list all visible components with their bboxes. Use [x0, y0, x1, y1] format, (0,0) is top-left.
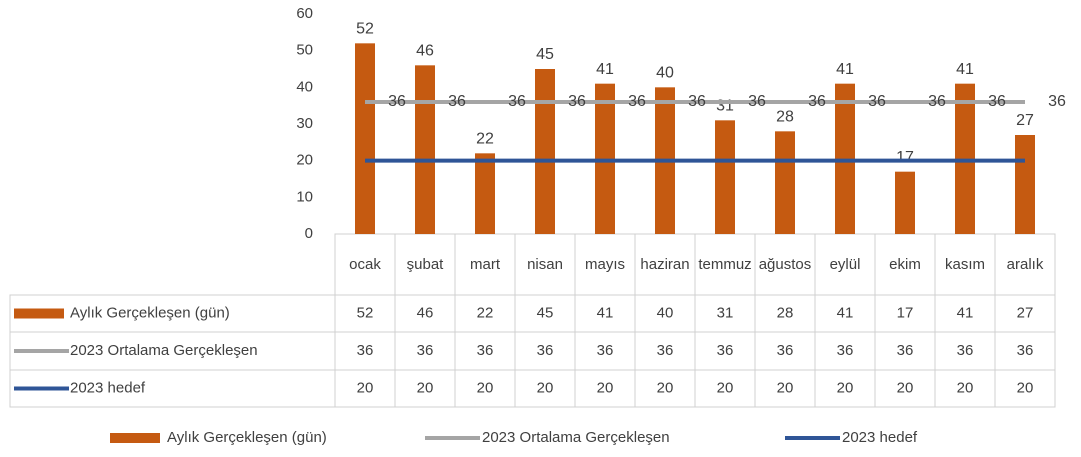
table-value: 36: [357, 342, 374, 359]
y-tick-label: 30: [296, 115, 313, 132]
table-value: 41: [837, 304, 854, 321]
line-value-label: 36: [628, 93, 646, 110]
bar: [715, 120, 735, 234]
category-label: ağustos: [759, 256, 812, 273]
line-value-label: 36: [748, 93, 766, 110]
line-value-label: 36: [808, 93, 826, 110]
table-value: 36: [657, 342, 674, 359]
y-tick-label: 0: [305, 225, 313, 242]
category-label: haziran: [640, 256, 689, 273]
table-value: 20: [1017, 379, 1034, 396]
table-value: 36: [777, 342, 794, 359]
bar-value-label: 28: [776, 109, 794, 126]
table-value: 28: [777, 304, 794, 321]
table-value: 36: [897, 342, 914, 359]
table-value: 20: [837, 379, 854, 396]
bar: [415, 65, 435, 234]
table-value: 36: [477, 342, 494, 359]
category-label: kasım: [945, 256, 985, 273]
y-tick-label: 50: [296, 42, 313, 59]
table-value: 20: [897, 379, 914, 396]
table-value: 20: [537, 379, 554, 396]
table-series-name: 2023 hedef: [70, 379, 146, 396]
category-label: eylül: [830, 256, 861, 273]
category-label: mayıs: [585, 256, 625, 273]
table-value: 46: [417, 304, 434, 321]
table-value: 36: [1017, 342, 1034, 359]
legend-key: [110, 433, 160, 443]
y-tick-label: 10: [296, 188, 313, 205]
table-legend-key: [14, 308, 64, 319]
line-value-label: 36: [688, 93, 706, 110]
table-value: 41: [597, 304, 614, 321]
table-value: 20: [417, 379, 434, 396]
category-label: ekim: [889, 256, 921, 273]
table-value: 36: [957, 342, 974, 359]
bar-value-label: 41: [836, 61, 854, 78]
table-value: 17: [897, 304, 914, 321]
line-value-label: 36: [568, 93, 586, 110]
bar-value-label: 41: [956, 61, 974, 78]
bar-value-label: 41: [596, 61, 614, 78]
table-value: 41: [957, 304, 974, 321]
bar-value-label: 45: [536, 46, 554, 63]
category-label: nisan: [527, 256, 563, 273]
category-label: ocak: [349, 256, 381, 273]
table-value: 36: [717, 342, 734, 359]
line-value-label: 36: [448, 93, 466, 110]
y-tick-label: 20: [296, 152, 313, 169]
line-value-label: 36: [868, 93, 886, 110]
table-series-name: 2023 Ortalama Gerçekleşen: [70, 342, 258, 359]
table-value: 52: [357, 304, 374, 321]
bar: [475, 153, 495, 234]
bar-value-label: 46: [416, 43, 434, 60]
legend-label: Aylık Gerçekleşen (gün): [167, 429, 327, 446]
table-value: 36: [417, 342, 434, 359]
table-value: 20: [357, 379, 374, 396]
bar-value-label: 22: [476, 131, 494, 148]
table-value: 40: [657, 304, 674, 321]
bar: [775, 131, 795, 234]
table-value: 20: [597, 379, 614, 396]
line-value-label: 36: [388, 93, 406, 110]
line-value-label: 36: [988, 93, 1006, 110]
table-value: 20: [957, 379, 974, 396]
legend-label: 2023 Ortalama Gerçekleşen: [482, 429, 670, 446]
table-value: 20: [477, 379, 494, 396]
table-series-name: Aylık Gerçekleşen (gün): [70, 304, 230, 321]
category-label: aralık: [1007, 256, 1044, 273]
table-value: 22: [477, 304, 494, 321]
line-value-label: 36: [1048, 93, 1066, 110]
table-value: 20: [657, 379, 674, 396]
table-value: 36: [597, 342, 614, 359]
y-tick-label: 40: [296, 78, 313, 95]
bar: [355, 43, 375, 235]
table-value: 20: [717, 379, 734, 396]
bar-value-label: 27: [1016, 112, 1034, 129]
table-value: 36: [837, 342, 854, 359]
bar-value-label: 52: [356, 21, 374, 38]
bar-value-label: 40: [656, 65, 674, 82]
bar: [895, 171, 915, 234]
table-value: 31: [717, 304, 734, 321]
legend-label: 2023 hedef: [842, 429, 918, 446]
category-label: mart: [470, 256, 501, 273]
category-label: temmuz: [698, 256, 751, 273]
y-tick-label: 60: [296, 5, 313, 22]
bar-value-label: 17: [896, 149, 914, 166]
table-value: 27: [1017, 304, 1034, 321]
bar: [1015, 135, 1035, 234]
line-value-label: 36: [928, 93, 946, 110]
table-value: 36: [537, 342, 554, 359]
category-label: şubat: [407, 256, 445, 273]
bar: [535, 69, 555, 234]
line-value-label: 36: [508, 93, 526, 110]
table-value: 20: [777, 379, 794, 396]
table-value: 45: [537, 304, 554, 321]
